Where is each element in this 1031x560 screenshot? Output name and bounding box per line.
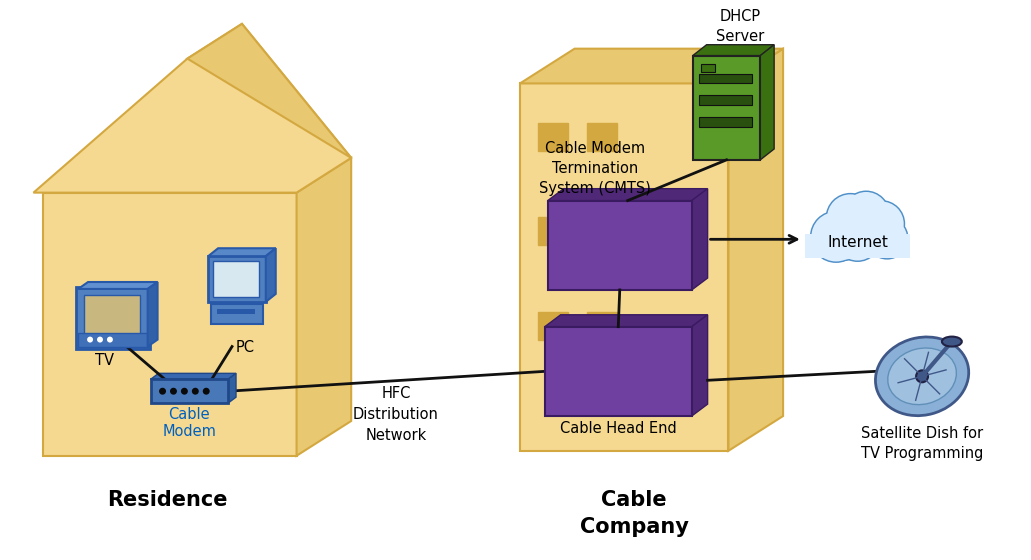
Polygon shape — [151, 374, 236, 379]
FancyBboxPatch shape — [693, 55, 760, 160]
Polygon shape — [760, 45, 774, 160]
Ellipse shape — [942, 337, 962, 347]
Ellipse shape — [888, 348, 957, 405]
Polygon shape — [188, 24, 352, 158]
Circle shape — [842, 190, 890, 238]
FancyBboxPatch shape — [588, 312, 618, 339]
Circle shape — [170, 388, 177, 395]
Polygon shape — [266, 248, 275, 302]
Text: Residence: Residence — [107, 491, 228, 511]
FancyBboxPatch shape — [208, 256, 266, 302]
Polygon shape — [544, 315, 707, 326]
FancyBboxPatch shape — [520, 83, 729, 451]
FancyBboxPatch shape — [213, 261, 259, 297]
Polygon shape — [692, 189, 707, 290]
Circle shape — [97, 337, 103, 343]
Circle shape — [827, 194, 873, 241]
Polygon shape — [228, 374, 236, 403]
Polygon shape — [693, 45, 774, 55]
Circle shape — [810, 211, 862, 263]
Text: Cable Modem
Termination
System (CMTS): Cable Modem Termination System (CMTS) — [539, 141, 651, 195]
FancyBboxPatch shape — [588, 123, 618, 151]
Polygon shape — [147, 282, 158, 347]
Circle shape — [192, 388, 199, 395]
Polygon shape — [43, 193, 297, 456]
FancyBboxPatch shape — [211, 304, 263, 324]
Text: Cable
Modem: Cable Modem — [163, 407, 217, 440]
FancyBboxPatch shape — [544, 326, 692, 416]
FancyBboxPatch shape — [78, 333, 147, 347]
Text: Internet: Internet — [827, 235, 888, 250]
FancyBboxPatch shape — [547, 200, 692, 290]
Polygon shape — [729, 49, 784, 451]
Text: PC: PC — [235, 339, 255, 354]
Polygon shape — [520, 49, 784, 83]
Polygon shape — [33, 24, 352, 193]
FancyBboxPatch shape — [538, 123, 568, 151]
Ellipse shape — [875, 337, 969, 416]
FancyBboxPatch shape — [218, 309, 255, 314]
FancyBboxPatch shape — [588, 217, 618, 245]
Polygon shape — [208, 248, 275, 256]
Polygon shape — [297, 158, 352, 456]
FancyBboxPatch shape — [76, 287, 149, 348]
Circle shape — [203, 388, 209, 395]
Text: TV: TV — [96, 353, 114, 368]
Circle shape — [823, 217, 866, 259]
Text: HFC
Distribution
Network: HFC Distribution Network — [353, 386, 439, 444]
Circle shape — [822, 215, 867, 261]
Circle shape — [87, 337, 93, 343]
FancyBboxPatch shape — [538, 312, 568, 339]
Circle shape — [180, 388, 188, 395]
Polygon shape — [692, 315, 707, 416]
FancyBboxPatch shape — [85, 295, 140, 337]
Circle shape — [811, 212, 861, 262]
Circle shape — [159, 388, 166, 395]
FancyBboxPatch shape — [699, 95, 753, 105]
Circle shape — [826, 193, 875, 242]
FancyBboxPatch shape — [151, 379, 228, 403]
Circle shape — [867, 218, 907, 258]
Text: Cable Head End: Cable Head End — [560, 421, 676, 436]
Circle shape — [859, 202, 904, 246]
Circle shape — [866, 217, 908, 260]
Text: DHCP
Server: DHCP Server — [717, 9, 765, 44]
FancyBboxPatch shape — [701, 64, 714, 72]
Polygon shape — [78, 282, 158, 289]
Circle shape — [858, 200, 905, 248]
Text: Cable
Company: Cable Company — [579, 491, 689, 537]
Circle shape — [107, 337, 113, 343]
FancyBboxPatch shape — [699, 73, 753, 83]
Circle shape — [843, 192, 889, 237]
Circle shape — [835, 216, 879, 260]
Text: Satellite Dish for
TV Programming: Satellite Dish for TV Programming — [861, 426, 984, 461]
Circle shape — [917, 370, 928, 382]
FancyBboxPatch shape — [538, 217, 568, 245]
FancyBboxPatch shape — [805, 234, 910, 258]
Circle shape — [834, 214, 882, 262]
Polygon shape — [547, 189, 707, 200]
FancyBboxPatch shape — [699, 117, 753, 127]
